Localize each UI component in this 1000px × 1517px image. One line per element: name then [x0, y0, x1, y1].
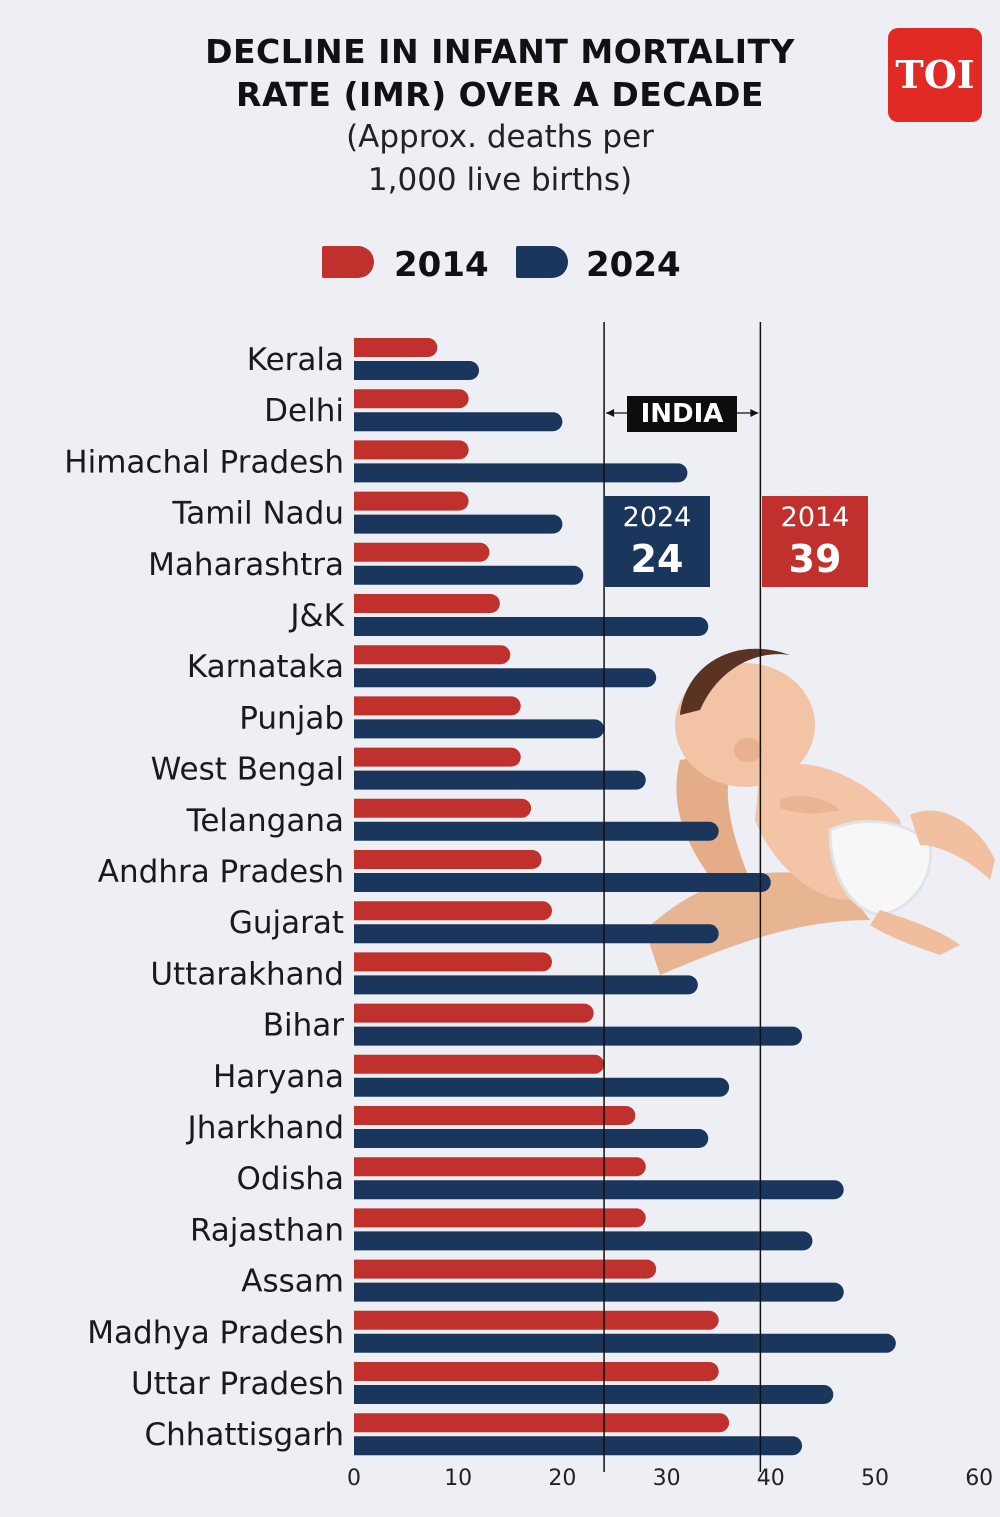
- bar-maharashtra-2014: [354, 542, 490, 562]
- category-label-odisha: Odisha: [237, 1161, 345, 1197]
- category-label-j-k: J&K: [288, 598, 344, 634]
- category-label-telangana: Telangana: [186, 803, 344, 839]
- india-range-arrow-left: [606, 409, 615, 417]
- category-label-uttar-pradesh: Uttar Pradesh: [131, 1366, 344, 1402]
- x-tick-40: 40: [757, 1466, 785, 1491]
- bar-odisha-2014: [354, 1157, 646, 1177]
- bar-west-bengal-2024: [354, 770, 646, 790]
- bar-odisha-2024: [354, 1180, 844, 1200]
- category-label-kerala: Kerala: [247, 342, 344, 378]
- x-tick-0: 0: [347, 1466, 361, 1491]
- bar-himachal-pradesh-2024: [354, 463, 688, 483]
- bar-rajasthan-2014: [354, 1208, 646, 1228]
- chart-subtitle-line-1: (Approx. deaths per: [346, 119, 654, 155]
- bar-madhya-pradesh-2014: [354, 1310, 719, 1330]
- bar-gujarat-2024: [354, 924, 719, 944]
- india-2014-year: 2014: [780, 502, 850, 533]
- bar-bihar-2014: [354, 1003, 594, 1023]
- bar-uttarakhand-2014: [354, 952, 552, 972]
- bar-karnataka-2014: [354, 645, 511, 665]
- bar-bihar-2024: [354, 1026, 803, 1046]
- category-label-andhra-pradesh: Andhra Pradesh: [98, 854, 344, 890]
- bar-chhattisgarh-2024: [354, 1436, 803, 1456]
- x-tick-50: 50: [861, 1466, 889, 1491]
- category-label-tamil-nadu: Tamil Nadu: [171, 496, 344, 532]
- category-label-bihar: Bihar: [263, 1008, 345, 1044]
- india-2024-box: 2024 24: [604, 496, 710, 587]
- india-2014-box: 2014 39: [762, 496, 868, 587]
- bar-j-k-2014: [354, 594, 500, 613]
- bar-kerala-2014: [354, 338, 438, 357]
- category-label-punjab: Punjab: [239, 700, 344, 736]
- chart-subtitle-line-2: 1,000 live births): [367, 162, 633, 198]
- legend-swatch-2014: [322, 246, 374, 278]
- category-label-assam: Assam: [241, 1264, 344, 1300]
- chart-header: DECLINE IN INFANT MORTALITY RATE (IMR) O…: [0, 30, 1000, 202]
- bar-gujarat-2014: [354, 901, 552, 921]
- bar-telangana-2014: [354, 798, 532, 818]
- bar-j-k-2024: [354, 617, 709, 636]
- x-tick-30: 30: [653, 1466, 681, 1491]
- category-label-himachal-pradesh: Himachal Pradesh: [64, 444, 344, 480]
- bar-haryana-2014: [354, 1054, 605, 1074]
- bar-uttar-pradesh-2014: [354, 1362, 719, 1381]
- bar-tamil-nadu-2014: [354, 491, 469, 511]
- bar-himachal-pradesh-2014: [354, 440, 469, 460]
- bar-kerala-2024: [354, 361, 480, 380]
- category-label-karnataka: Karnataka: [187, 649, 344, 685]
- category-label-chhattisgarh: Chhattisgarh: [144, 1417, 344, 1453]
- bar-jharkhand-2014: [354, 1106, 636, 1125]
- category-label-rajasthan: Rajasthan: [190, 1212, 344, 1248]
- bar-rajasthan-2024: [354, 1231, 813, 1251]
- bar-west-bengal-2014: [354, 747, 521, 767]
- bar-madhya-pradesh-2024: [354, 1333, 896, 1353]
- bar-andhra-pradesh-2014: [354, 850, 542, 869]
- category-label-maharashtra: Maharashtra: [148, 547, 344, 583]
- x-tick-20: 20: [548, 1466, 576, 1491]
- india-2024-value: 24: [630, 537, 684, 581]
- category-label-madhya-pradesh: Madhya Pradesh: [87, 1315, 344, 1351]
- bar-telangana-2024: [354, 821, 719, 841]
- chart-title-line-2: RATE (IMR) OVER A DECADE: [236, 75, 764, 114]
- india-2014-value: 39: [788, 537, 842, 581]
- india-label: INDIA: [627, 396, 737, 432]
- india-range-arrow-right: [750, 409, 759, 417]
- bar-delhi-2024: [354, 412, 563, 432]
- bar-karnataka-2024: [354, 668, 657, 688]
- bar-andhra-pradesh-2024: [354, 873, 771, 892]
- category-labels: Kerala Delhi Himachal Pradesh Tamil Nadu Mah…: [64, 342, 344, 1453]
- legend-swatch-2024: [516, 246, 568, 278]
- bar-chhattisgarh-2014: [354, 1413, 730, 1433]
- bar-assam-2024: [354, 1282, 844, 1302]
- category-label-jharkhand: Jharkhand: [186, 1110, 344, 1146]
- bar-jharkhand-2024: [354, 1129, 709, 1148]
- toi-logo: TOI: [888, 28, 982, 122]
- category-label-haryana: Haryana: [213, 1059, 344, 1095]
- x-axis-ticks: 0 10 20 30 40 50 60: [347, 1466, 993, 1491]
- bar-punjab-2014: [354, 696, 521, 716]
- category-label-uttarakhand: Uttarakhand: [150, 956, 344, 992]
- legend-label-2024: 2024: [586, 245, 681, 285]
- bar-haryana-2024: [354, 1077, 730, 1097]
- bar-assam-2014: [354, 1259, 657, 1279]
- category-label-delhi: Delhi: [264, 393, 344, 429]
- x-tick-10: 10: [444, 1466, 472, 1491]
- bar-tamil-nadu-2024: [354, 514, 563, 534]
- legend-label-2014: 2014: [394, 245, 489, 285]
- chart-title-line-1: DECLINE IN INFANT MORTALITY: [205, 32, 795, 71]
- bar-delhi-2014: [354, 389, 469, 409]
- x-tick-60: 60: [965, 1466, 993, 1491]
- bar-punjab-2024: [354, 719, 605, 739]
- bar-maharashtra-2024: [354, 565, 584, 585]
- bar-uttarakhand-2024: [354, 975, 698, 995]
- india-2024-year: 2024: [622, 502, 692, 533]
- bar-uttar-pradesh-2024: [354, 1385, 834, 1404]
- category-label-west-bengal: West Bengal: [151, 752, 344, 788]
- baby-in-hands-illustration: [645, 648, 995, 975]
- category-label-gujarat: Gujarat: [229, 905, 344, 941]
